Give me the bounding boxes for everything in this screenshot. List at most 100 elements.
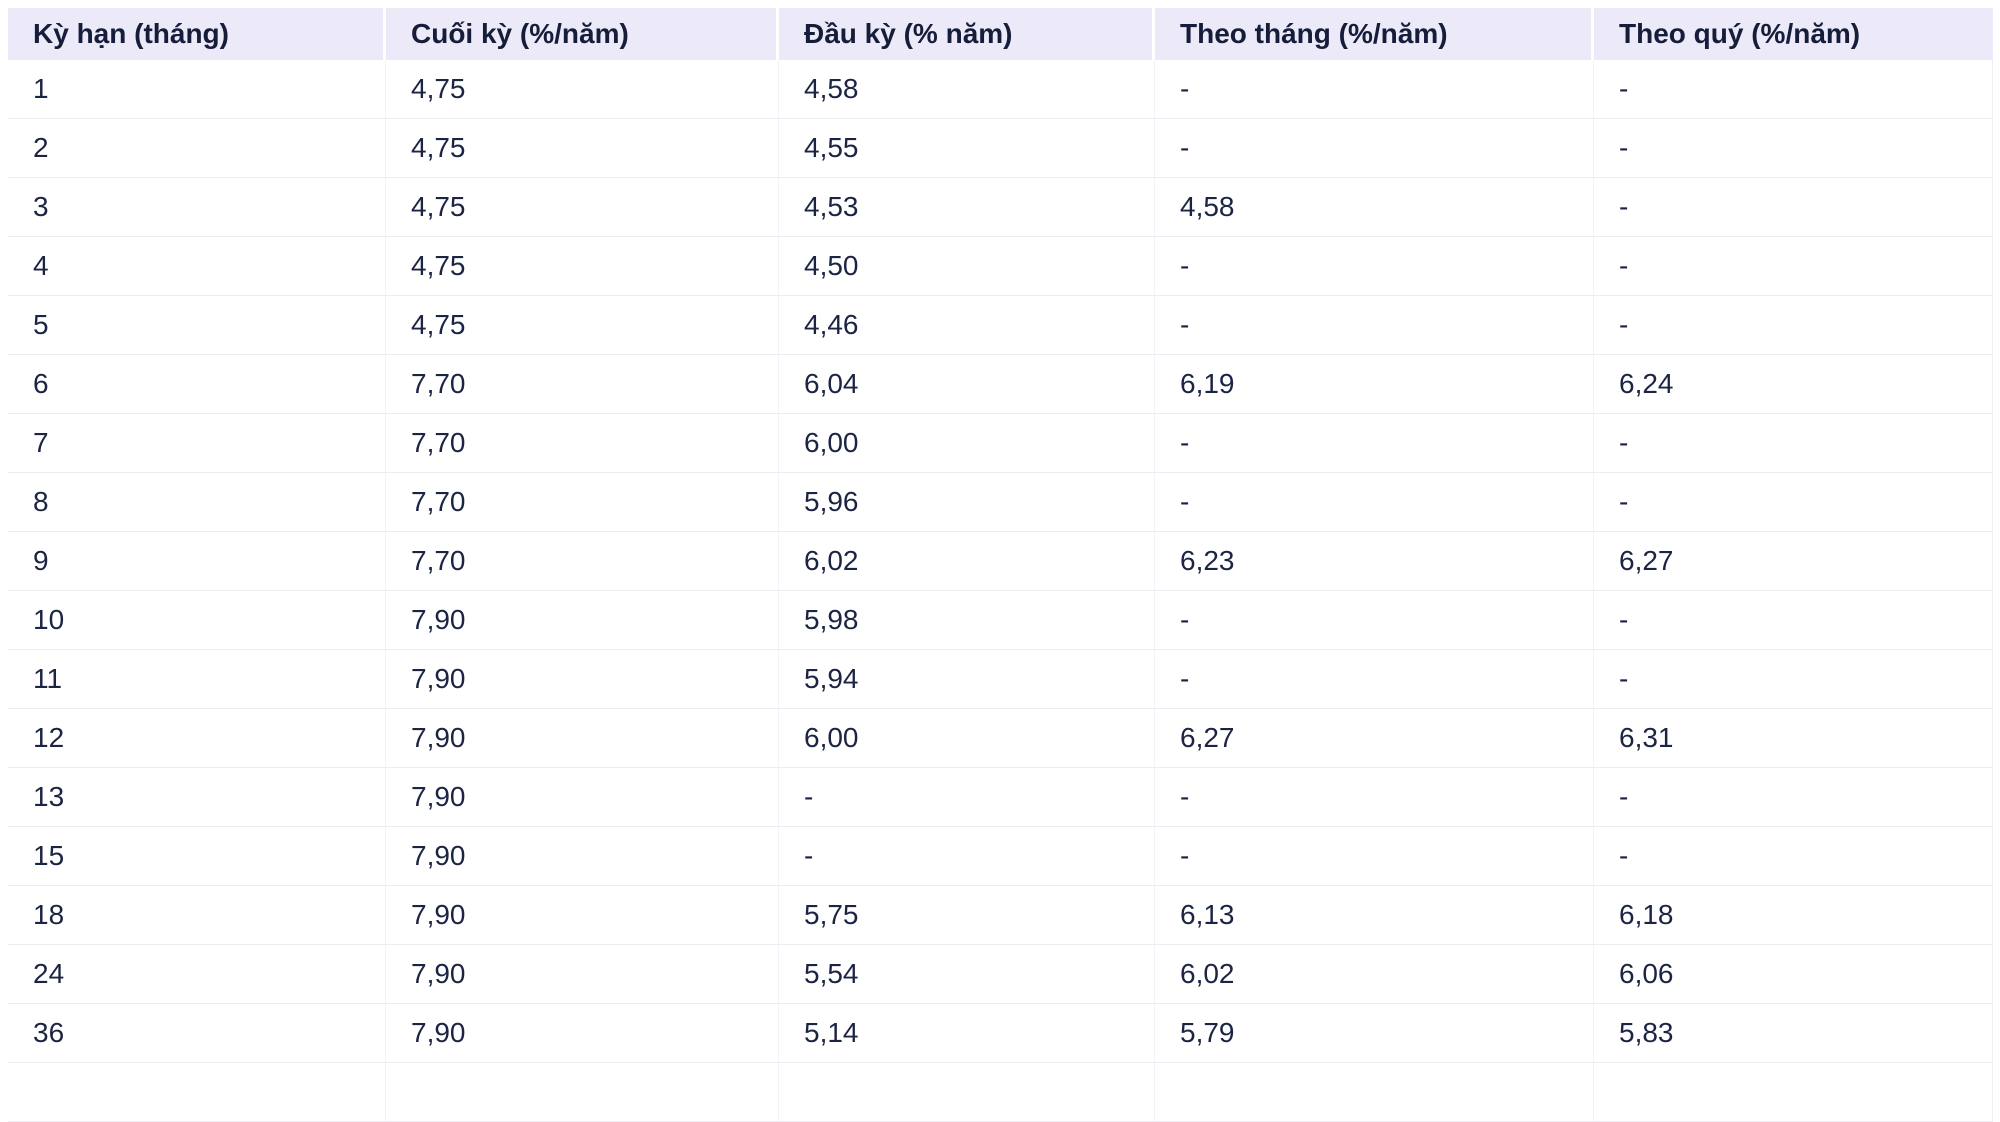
rate-cell: 4,75 (386, 296, 779, 355)
rate-cell: - (1155, 119, 1594, 178)
term-cell: 36 (8, 1004, 386, 1063)
rate-cell: 5,75 (779, 886, 1155, 945)
interest-rate-table: Kỳ hạn (tháng) Cuối kỳ (%/năm) Đầu kỳ (% n… (8, 8, 1993, 1122)
term-cell: 4 (8, 237, 386, 296)
rate-cell: - (1594, 473, 1993, 532)
rate-cell: 7,90 (386, 886, 779, 945)
term-cell: 11 (8, 650, 386, 709)
rate-cell: 6,24 (1594, 355, 1993, 414)
rate-cell: - (1155, 237, 1594, 296)
rate-cell: 6,02 (779, 532, 1155, 591)
rate-cell: 7,70 (386, 532, 779, 591)
rate-cell: - (1155, 296, 1594, 355)
rate-cell: 4,75 (386, 119, 779, 178)
rate-cell (1155, 1063, 1594, 1122)
table-row: 5 4,75 4,46- - (8, 296, 1993, 355)
term-cell: 5 (8, 296, 386, 355)
rate-cell (386, 1063, 779, 1122)
column-header: Theo quý (%/năm) (1594, 8, 1993, 60)
term-cell: 18 (8, 886, 386, 945)
rate-cell: 7,90 (386, 827, 779, 886)
table-row: 7 7,70 6,00- - (8, 414, 1993, 473)
term-cell: 10 (8, 591, 386, 650)
term-cell: 1 (8, 60, 386, 119)
rate-cell: 4,50 (779, 237, 1155, 296)
term-cell: 24 (8, 945, 386, 1004)
rate-cell: 7,90 (386, 1004, 779, 1063)
term-cell: 6 (8, 355, 386, 414)
rate-cell: 4,46 (779, 296, 1155, 355)
rate-cell: 4,53 (779, 178, 1155, 237)
column-header: Theo tháng (%/năm) (1155, 8, 1594, 60)
table-row: 18 7,90 5,75 6,13 6,18 (8, 886, 1993, 945)
table-row: 24 7,90 5,54 6,02 6,06 (8, 945, 1993, 1004)
rate-cell: 6,00 (779, 414, 1155, 473)
rate-cell: - (1594, 591, 1993, 650)
rate-cell: 5,14 (779, 1004, 1155, 1063)
term-cell: 3 (8, 178, 386, 237)
table-body: 1 4,75 4,58- -2 4,75 4,55- -3 4,75 4,53 4,58-4 4,7… (8, 60, 1993, 1122)
table-row: 3 4,75 4,53 4,58- (8, 178, 1993, 237)
rate-cell: - (1594, 119, 1993, 178)
rate-cell: 4,75 (386, 237, 779, 296)
table-row: 12 7,90 6,00 6,27 6,31 (8, 709, 1993, 768)
rate-cell: 7,90 (386, 945, 779, 1004)
rate-cell (8, 1063, 386, 1122)
rate-cell: - (1594, 768, 1993, 827)
rate-cell: - (1594, 414, 1993, 473)
rate-cell: 5,94 (779, 650, 1155, 709)
rate-cell: 4,75 (386, 178, 779, 237)
rate-cell: - (1155, 60, 1594, 119)
rate-cell: - (1594, 650, 1993, 709)
rate-cell: 6,18 (1594, 886, 1993, 945)
rate-cell: 6,31 (1594, 709, 1993, 768)
table-row: 4 4,75 4,50- - (8, 237, 1993, 296)
rate-cell: 5,96 (779, 473, 1155, 532)
rate-table: Kỳ hạn (tháng) Cuối kỳ (%/năm) Đầu kỳ (% n… (8, 8, 1993, 1122)
term-cell: 8 (8, 473, 386, 532)
rate-cell: 6,04 (779, 355, 1155, 414)
table-row: 11 7,90 5,94- - (8, 650, 1993, 709)
term-cell: 7 (8, 414, 386, 473)
rate-cell: 4,75 (386, 60, 779, 119)
rate-cell: 6,27 (1594, 532, 1993, 591)
term-cell: 9 (8, 532, 386, 591)
rate-cell: 5,54 (779, 945, 1155, 1004)
rate-cell: 7,70 (386, 473, 779, 532)
rate-cell (779, 1063, 1155, 1122)
rate-cell (1594, 1063, 1993, 1122)
rate-cell: - (1155, 650, 1594, 709)
rate-cell: - (1594, 237, 1993, 296)
rate-cell: 4,58 (1155, 178, 1594, 237)
rate-cell: 7,70 (386, 355, 779, 414)
rate-cell: 7,90 (386, 768, 779, 827)
rate-cell: 5,83 (1594, 1004, 1993, 1063)
rate-cell: - (1594, 60, 1993, 119)
table-row: 13 7,90- - - (8, 768, 1993, 827)
term-cell: 13 (8, 768, 386, 827)
table-row: 8 7,70 5,96- - (8, 473, 1993, 532)
column-header: Kỳ hạn (tháng) (8, 8, 386, 60)
rate-cell: - (1594, 827, 1993, 886)
rate-cell: 7,70 (386, 414, 779, 473)
rate-cell: - (1155, 827, 1594, 886)
table-row: 1 4,75 4,58- - (8, 60, 1993, 119)
rate-cell: - (1594, 296, 1993, 355)
rate-cell: 6,13 (1155, 886, 1594, 945)
rate-cell: - (779, 768, 1155, 827)
table-row: 6 7,70 6,04 6,19 6,24 (8, 355, 1993, 414)
term-cell: 15 (8, 827, 386, 886)
rate-cell: 7,90 (386, 591, 779, 650)
rate-cell: 5,98 (779, 591, 1155, 650)
rate-cell: - (1155, 591, 1594, 650)
header-row: Kỳ hạn (tháng) Cuối kỳ (%/năm) Đầu kỳ (% n… (8, 8, 1993, 60)
rate-cell: - (1155, 768, 1594, 827)
table-row: 2 4,75 4,55- - (8, 119, 1993, 178)
rate-cell: 6,23 (1155, 532, 1594, 591)
column-header: Đầu kỳ (% năm) (779, 8, 1155, 60)
rate-cell: 4,55 (779, 119, 1155, 178)
rate-cell: 6,19 (1155, 355, 1594, 414)
column-header: Cuối kỳ (%/năm) (386, 8, 779, 60)
rate-cell: 6,06 (1594, 945, 1993, 1004)
table-row: 36 7,90 5,14 5,79 5,83 (8, 1004, 1993, 1063)
